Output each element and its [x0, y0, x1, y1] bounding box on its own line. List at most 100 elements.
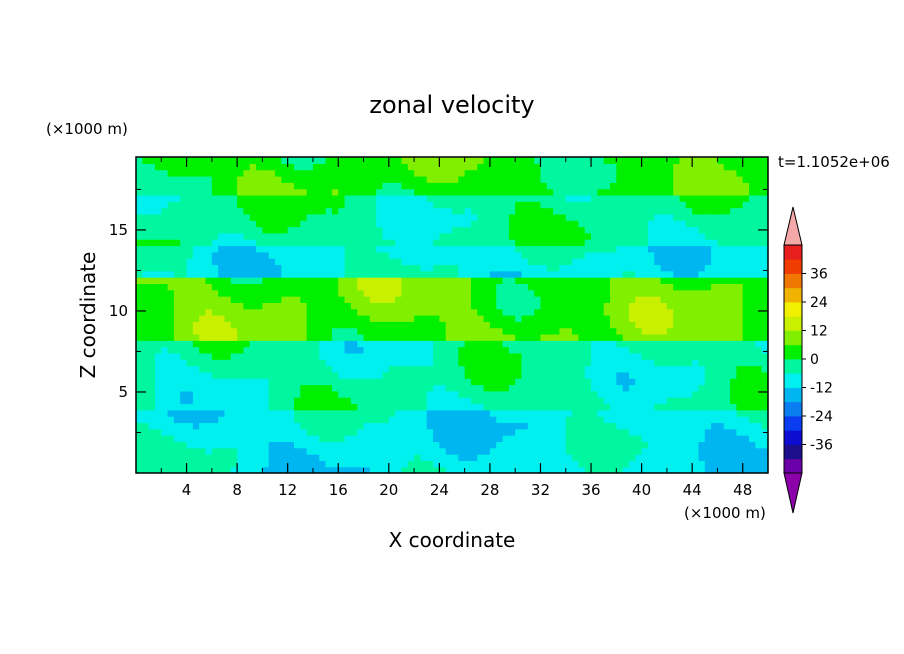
field-cell	[635, 365, 643, 373]
field-cell	[711, 384, 719, 392]
field-cell	[749, 352, 756, 360]
field-cell	[578, 466, 586, 473]
field-cell	[300, 182, 308, 190]
field-cell	[205, 264, 213, 272]
field-cell	[287, 283, 295, 291]
field-cell	[294, 289, 301, 297]
field-cell	[161, 270, 169, 278]
field-cell	[470, 163, 478, 171]
field-cell	[452, 365, 459, 373]
field-cell	[591, 454, 598, 461]
field-cell	[578, 239, 586, 247]
field-cell	[281, 466, 289, 473]
field-cell	[262, 251, 270, 259]
field-cell	[136, 384, 143, 392]
field-cell	[622, 441, 630, 449]
field-cell	[742, 460, 750, 468]
field-cell	[489, 447, 497, 455]
field-cell	[698, 384, 706, 392]
field-cell	[502, 258, 510, 266]
field-cell	[173, 251, 181, 259]
field-cell	[445, 435, 453, 442]
field-cell	[350, 207, 358, 215]
field-cell	[578, 157, 586, 164]
field-cell	[237, 245, 245, 253]
field-cell	[679, 283, 687, 291]
field-cell	[180, 321, 188, 329]
field-cell	[641, 428, 649, 436]
field-cell	[312, 213, 320, 221]
field-cell	[154, 346, 162, 354]
field-cell	[654, 296, 662, 303]
field-cell	[294, 182, 301, 190]
field-cell	[647, 390, 655, 398]
field-cell	[679, 163, 687, 171]
field-cell	[211, 346, 219, 354]
field-cell	[268, 283, 276, 291]
field-cell	[294, 232, 301, 240]
field-cell	[742, 352, 750, 360]
field-cell	[344, 175, 352, 183]
field-cell	[666, 239, 674, 247]
field-cell	[243, 409, 251, 417]
field-cell	[654, 390, 662, 398]
field-cell	[553, 194, 561, 202]
field-cell	[369, 175, 377, 183]
field-cell	[483, 213, 491, 221]
field-cell	[325, 447, 333, 455]
field-cell	[635, 245, 643, 253]
field-cell	[262, 340, 270, 348]
field-cell	[414, 403, 421, 411]
field-cell	[243, 302, 251, 310]
field-cell	[294, 163, 301, 171]
field-cell	[559, 270, 567, 278]
field-cell	[641, 460, 649, 468]
field-cell	[591, 264, 598, 272]
field-cell	[540, 371, 548, 379]
field-cell	[224, 194, 232, 202]
field-cell	[281, 239, 289, 247]
field-cell	[572, 289, 579, 297]
field-cell	[414, 441, 421, 449]
field-cell	[704, 264, 712, 272]
field-cell	[312, 327, 320, 335]
field-cell	[192, 397, 200, 405]
field-cell	[426, 270, 434, 278]
field-cell	[521, 188, 529, 196]
field-cell	[685, 264, 693, 272]
field-cell	[256, 163, 263, 171]
field-cell	[275, 390, 282, 398]
field-cell	[268, 194, 276, 202]
field-cell	[154, 264, 162, 272]
field-cell	[572, 327, 579, 335]
field-cell	[420, 283, 428, 291]
field-cell	[755, 239, 763, 247]
field-cell	[704, 277, 712, 284]
field-cell	[616, 245, 624, 253]
field-cell	[344, 169, 352, 177]
field-cell	[584, 346, 592, 354]
field-cell	[205, 416, 213, 424]
field-cell	[199, 447, 207, 455]
field-cell	[312, 251, 320, 259]
field-cell	[338, 460, 346, 468]
field-cell	[306, 289, 314, 297]
field-cell	[294, 207, 301, 215]
field-cell	[553, 365, 561, 373]
field-cell	[628, 435, 636, 442]
field-cell	[256, 460, 263, 468]
field-cell	[628, 333, 636, 341]
field-cell	[578, 226, 586, 234]
field-cell	[496, 403, 504, 411]
field-cell	[338, 163, 346, 171]
field-cell	[199, 416, 207, 424]
field-cell	[268, 390, 276, 398]
field-cell	[489, 220, 497, 228]
field-cell	[445, 169, 453, 177]
field-cell	[540, 226, 548, 234]
field-cell	[502, 207, 510, 215]
field-cell	[742, 346, 750, 354]
field-cell	[749, 264, 756, 272]
field-cell	[161, 239, 169, 247]
field-cell	[534, 378, 542, 386]
